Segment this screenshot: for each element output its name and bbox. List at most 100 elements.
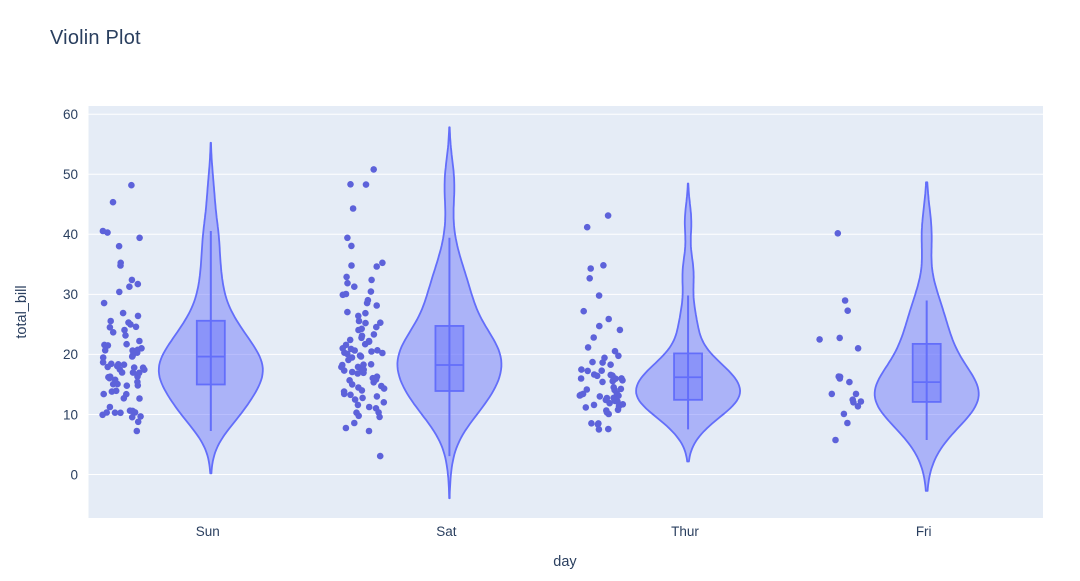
data-point[interactable] xyxy=(365,427,373,435)
points-sat[interactable] xyxy=(338,166,388,460)
violin-group-sun[interactable] xyxy=(157,141,264,475)
data-point[interactable] xyxy=(128,276,136,284)
data-point[interactable] xyxy=(857,398,865,405)
data-point[interactable] xyxy=(130,364,138,371)
box-sun[interactable] xyxy=(195,319,226,386)
data-point[interactable] xyxy=(348,242,355,250)
data-point[interactable] xyxy=(370,331,378,338)
data-point[interactable] xyxy=(119,309,127,317)
data-point[interactable] xyxy=(355,317,363,325)
data-point[interactable] xyxy=(365,403,373,411)
data-point[interactable] xyxy=(600,262,607,269)
data-point[interactable] xyxy=(846,378,853,386)
data-point[interactable] xyxy=(816,336,823,343)
data-point[interactable] xyxy=(348,368,356,376)
data-point[interactable] xyxy=(134,378,141,386)
data-point[interactable] xyxy=(828,390,836,398)
data-point[interactable] xyxy=(116,288,123,296)
data-point[interactable] xyxy=(378,382,385,390)
data-point[interactable] xyxy=(586,275,593,282)
data-point[interactable] xyxy=(605,425,612,433)
data-point[interactable] xyxy=(347,181,354,188)
data-point[interactable] xyxy=(579,390,587,398)
data-point[interactable] xyxy=(342,341,350,349)
data-point[interactable] xyxy=(348,354,356,361)
data-point[interactable] xyxy=(121,326,128,334)
data-point[interactable] xyxy=(844,419,851,427)
violin-group-sat[interactable] xyxy=(396,126,503,500)
violin-group-thur[interactable] xyxy=(635,182,741,463)
data-point[interactable] xyxy=(373,263,381,270)
data-point[interactable] xyxy=(139,364,147,372)
data-point[interactable] xyxy=(583,386,591,393)
data-point[interactable] xyxy=(346,336,354,344)
data-point[interactable] xyxy=(344,279,351,287)
data-point[interactable] xyxy=(590,401,598,409)
data-point[interactable] xyxy=(125,319,132,326)
data-point[interactable] xyxy=(601,354,608,362)
data-point[interactable] xyxy=(615,352,622,360)
data-point[interactable] xyxy=(607,361,614,369)
data-point[interactable] xyxy=(126,283,133,291)
data-point[interactable] xyxy=(342,424,350,432)
data-point[interactable] xyxy=(588,420,595,427)
data-point[interactable] xyxy=(854,345,862,352)
data-point[interactable] xyxy=(590,334,597,341)
data-point[interactable] xyxy=(373,393,381,400)
data-point[interactable] xyxy=(111,409,119,417)
data-point[interactable] xyxy=(122,332,129,339)
data-point[interactable] xyxy=(595,292,603,299)
data-point[interactable] xyxy=(342,290,350,298)
data-point[interactable] xyxy=(355,384,362,391)
data-point[interactable] xyxy=(112,387,120,395)
data-point[interactable] xyxy=(339,361,346,369)
data-point[interactable] xyxy=(128,181,135,189)
data-point[interactable] xyxy=(834,230,842,237)
data-point[interactable] xyxy=(344,234,351,242)
data-point[interactable] xyxy=(129,347,136,354)
data-point[interactable] xyxy=(117,259,124,267)
data-point[interactable] xyxy=(132,323,140,331)
data-point[interactable] xyxy=(136,395,143,402)
data-point[interactable] xyxy=(373,323,380,331)
data-point[interactable] xyxy=(117,409,124,417)
data-point[interactable] xyxy=(844,307,851,315)
data-point[interactable] xyxy=(590,371,598,378)
data-point[interactable] xyxy=(587,265,594,272)
violin-group-fri[interactable] xyxy=(873,181,980,492)
data-point[interactable] xyxy=(349,205,357,212)
data-point[interactable] xyxy=(376,452,384,460)
data-point[interactable] xyxy=(99,359,107,366)
data-point[interactable] xyxy=(596,393,604,400)
data-point[interactable] xyxy=(109,198,117,206)
data-point[interactable] xyxy=(611,347,619,355)
data-point[interactable] xyxy=(356,352,364,359)
data-point[interactable] xyxy=(354,363,362,371)
data-point[interactable] xyxy=(583,223,591,231)
data-point[interactable] xyxy=(100,390,107,398)
box-sat[interactable] xyxy=(434,325,465,392)
points-sun[interactable] xyxy=(99,181,148,435)
data-point[interactable] xyxy=(840,410,848,418)
data-point[interactable] xyxy=(370,166,378,173)
data-point[interactable] xyxy=(100,299,108,307)
data-point[interactable] xyxy=(128,413,136,421)
data-point[interactable] xyxy=(136,234,143,242)
data-point[interactable] xyxy=(596,322,603,330)
data-point[interactable] xyxy=(99,227,107,235)
data-point[interactable] xyxy=(832,436,839,444)
data-point[interactable] xyxy=(360,361,367,369)
data-point[interactable] xyxy=(368,348,375,355)
data-point[interactable] xyxy=(836,334,843,342)
data-point[interactable] xyxy=(359,394,366,402)
data-point[interactable] xyxy=(849,396,856,404)
data-point[interactable] xyxy=(362,309,369,317)
data-point[interactable] xyxy=(99,354,107,361)
data-point[interactable] xyxy=(134,280,142,288)
data-point[interactable] xyxy=(347,391,354,399)
data-point[interactable] xyxy=(107,317,114,325)
data-point[interactable] xyxy=(129,369,137,376)
data-point[interactable] xyxy=(610,384,617,391)
box-fri[interactable] xyxy=(911,342,942,403)
data-point[interactable] xyxy=(367,288,375,295)
